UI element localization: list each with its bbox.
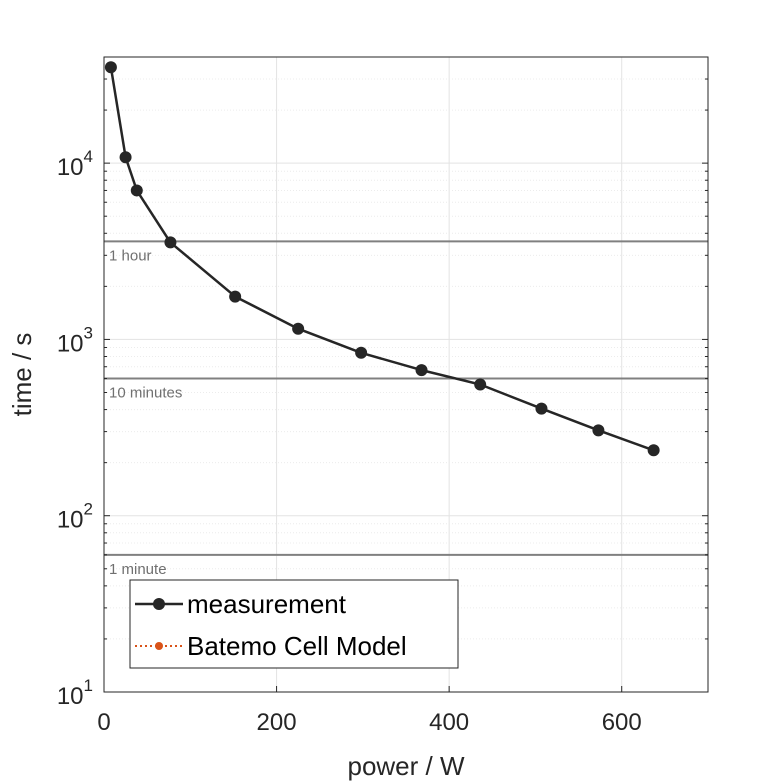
legend-marker-batemo-cell-model xyxy=(155,642,163,650)
x-tick-label: 0 xyxy=(97,709,110,736)
data-point xyxy=(535,402,548,415)
legend-label-measurement: measurement xyxy=(187,589,347,619)
y-tick-label-exponent: 1 xyxy=(84,676,93,695)
data-point xyxy=(592,424,605,437)
data-point xyxy=(164,236,177,249)
y-tick-label: 102 xyxy=(57,500,93,534)
data-point xyxy=(104,61,117,74)
ticks xyxy=(103,56,708,693)
data-point xyxy=(292,322,305,335)
y-tick-label-base: 10 xyxy=(57,507,84,534)
reference-line-label: 1 hour xyxy=(109,247,152,264)
y-tick-label-exponent: 3 xyxy=(84,323,93,342)
reference-lines: 1 hour 10 minutes 1 minute xyxy=(104,240,708,578)
y-axis-label: time / s xyxy=(7,333,37,417)
plot-frame xyxy=(103,56,709,693)
data-point xyxy=(130,184,143,197)
data-point xyxy=(415,364,428,377)
x-tick-label: 600 xyxy=(602,709,642,736)
x-tick-label: 400 xyxy=(429,709,469,736)
data-point xyxy=(229,290,242,303)
y-tick-label-exponent: 4 xyxy=(84,147,93,166)
legend-marker-measurement xyxy=(153,598,165,610)
data-point xyxy=(647,444,660,457)
y-tick-label: 104 xyxy=(57,147,93,181)
reference-line-label: 10 minutes xyxy=(109,385,182,402)
y-tick-label-base: 10 xyxy=(57,154,84,181)
y-tick-label: 101 xyxy=(57,676,93,710)
y-tick-label-base: 10 xyxy=(57,683,84,710)
legend-box xyxy=(129,579,459,669)
y-tick-label-base: 10 xyxy=(57,330,84,357)
reference-line-label: 1 minute xyxy=(109,561,167,578)
x-axis-label: power / W xyxy=(347,751,464,781)
data-point xyxy=(119,151,132,164)
data-point xyxy=(474,378,487,391)
x-tick-label: 200 xyxy=(257,709,297,736)
legend: measurement Batemo Cell Model xyxy=(129,579,459,669)
data-point xyxy=(355,346,368,359)
y-tick-label-exponent: 2 xyxy=(84,500,93,519)
series-layer xyxy=(104,61,660,457)
y-tick-label: 103 xyxy=(57,323,93,357)
legend-label-batemo-cell-model: Batemo Cell Model xyxy=(187,631,407,661)
